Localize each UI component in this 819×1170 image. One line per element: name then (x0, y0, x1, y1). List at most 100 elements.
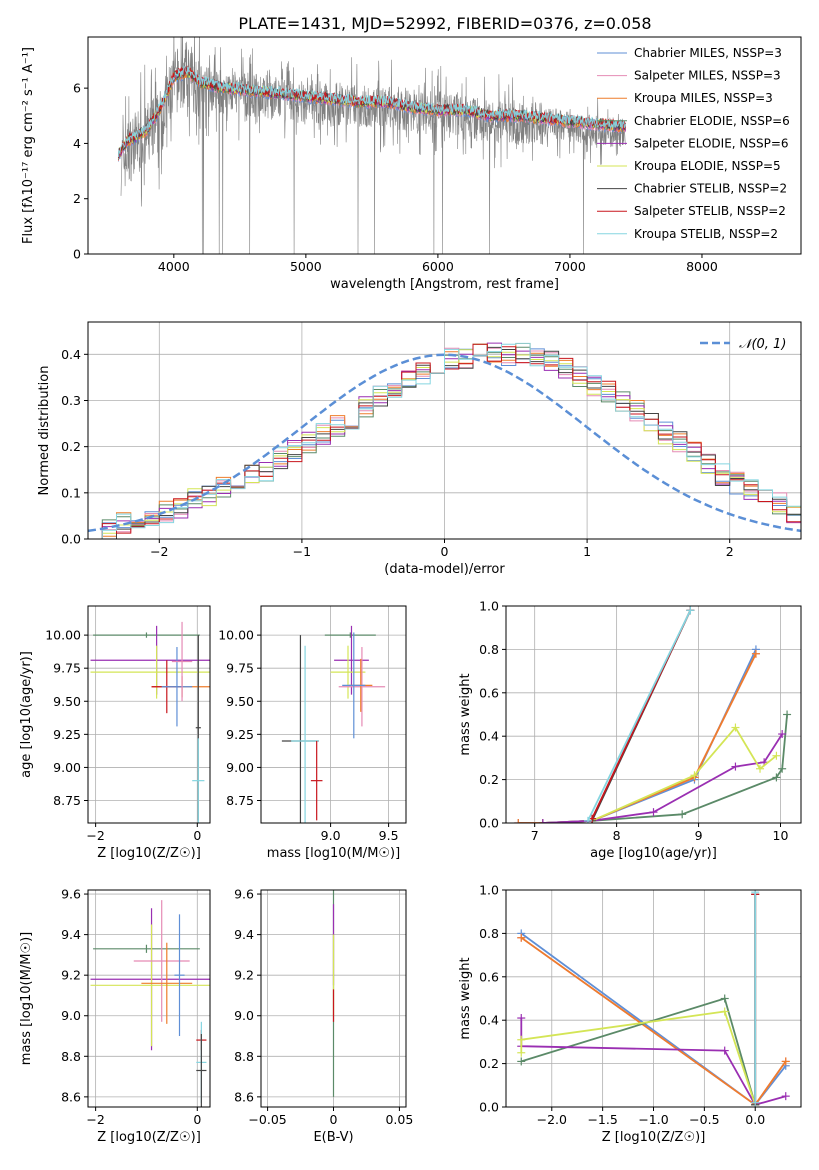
y-tick-label: 0.0 (61, 532, 81, 547)
y-tick-label: 10.00 (45, 628, 81, 643)
legend-entry: Chabrier ELODIE, NSSP=6 (634, 114, 790, 128)
plot-area-age-mass (281, 625, 386, 823)
axes-frame (87, 889, 211, 1108)
x-tick-label: 9.5 (379, 828, 399, 843)
legend-entry: 𝒩(0, 1) (739, 337, 786, 352)
axes-frame (87, 36, 802, 255)
x-tick-label: 6000 (422, 259, 454, 274)
plot-area-mass-Z (90, 900, 210, 1107)
y-tick-label: 0.0 (479, 1100, 499, 1115)
y-tick-label: 8.6 (234, 1089, 254, 1104)
panel-mass-ebv: −0.05 0 0.05 8.6 8.8 9.0 9.2 9.4 9.6 E(B-V) (234, 887, 413, 1145)
x-tick-label: −2 (86, 828, 104, 843)
y-tick-label: 1.0 (479, 883, 499, 898)
plot-area-spectrum (117, 37, 626, 254)
legend-entry: Salpeter ELODIE, NSSP=6 (634, 136, 789, 150)
normal-curve (88, 353, 801, 533)
panel-residuals: 𝒩(0, 1) −2 −1 0 1 2 0.0 0.1 0.2 0.3 0.4 (data-model… (37, 321, 802, 577)
y-tick-label: 9.75 (226, 661, 254, 676)
x-tick-label: 0 (193, 828, 201, 843)
x-tick-label: 0.05 (385, 1112, 413, 1127)
y-axis-label: mass weight (458, 673, 473, 755)
y-tick-label: 9.6 (234, 887, 254, 902)
x-tick-label: −0.05 (248, 1112, 286, 1127)
x-tick-label: 0 (330, 1112, 338, 1127)
legend-entry: Kroupa MILES, NSSP=3 (634, 91, 773, 105)
x-tick-label: 8 (613, 828, 621, 843)
y-tick-label: 6 (73, 81, 81, 96)
plot-area-massweight-Z (517, 890, 790, 1107)
figure-title: PLATE=1431, MJD=52992, FIBERID=0376, z=0… (238, 14, 651, 33)
series-line-kroupa-stelib (587, 609, 692, 822)
hist-chabrier-elodie (88, 343, 801, 539)
y-tick-label: 9.25 (226, 727, 254, 742)
y-tick-label: 0.8 (479, 642, 499, 657)
x-tick-label: −1.0 (638, 1112, 668, 1127)
y-tick-label: 0.4 (479, 729, 499, 744)
axes-frame (505, 605, 802, 824)
x-axis-label: mass [log10(M/M☉)] (267, 846, 400, 861)
x-tick-label: −1 (293, 544, 311, 559)
y-tick-label: 0.6 (479, 969, 499, 984)
legend-entry: Salpeter STELIB, NSSP=2 (634, 204, 786, 218)
y-tick-label: 2 (73, 191, 81, 206)
series-line-salpeter-miles (518, 653, 757, 823)
axes-frame (87, 605, 211, 824)
panel-mass-Z: −2 0 8.6 8.8 9.0 9.2 9.4 9.6 Z [log10(Z/Z☉)] mass… (19, 887, 211, 1145)
y-tick-label: 0 (73, 247, 81, 262)
panel-age-Z: −2 0 8.75 9.00 9.25 9.50 9.75 10.00 Z [log10(Z/Z… (19, 605, 211, 861)
legend-entry: Chabrier STELIB, NSSP=2 (634, 182, 787, 196)
x-tick-label: 8000 (686, 259, 718, 274)
y-tick-label: 0.3 (61, 393, 81, 408)
y-tick-label: 0.1 (61, 485, 81, 500)
y-tick-label: 0.2 (479, 772, 499, 787)
y-tick-label: 0.2 (479, 1056, 499, 1071)
y-axis-label: age [log10(age/yr)] (19, 651, 34, 778)
x-tick-label: 10 (773, 828, 789, 843)
y-axis-label: mass weight (458, 957, 473, 1039)
y-tick-label: 9.4 (61, 927, 81, 942)
y-tick-label: 9.00 (53, 760, 81, 775)
y-tick-label: 10.00 (218, 628, 254, 643)
hist-chabrier-miles (88, 348, 801, 539)
hist-kroupa-elodie (88, 343, 801, 539)
data-spectrum-line (120, 37, 626, 254)
y-tick-label: 8.6 (61, 1089, 81, 1104)
plot-area-age-Z (90, 621, 210, 823)
y-tick-label: 9.50 (226, 694, 254, 709)
x-tick-label: 1 (583, 544, 591, 559)
y-axis-label: Normed distribution (37, 366, 52, 496)
y-tick-label: 1.0 (479, 599, 499, 614)
legend-entry: Salpeter MILES, NSSP=3 (634, 69, 781, 83)
x-tick-label: 9.0 (321, 828, 341, 843)
axes-frame (260, 605, 407, 824)
panel-massweight-age: 7 8 9 10 0.0 0.2 0.4 0.6 0.8 1.0 age [log10(age/yr… (458, 599, 802, 861)
y-tick-label: 0.6 (479, 685, 499, 700)
y-axis-label: Flux [fλ10⁻¹⁷ erg cm⁻² s⁻¹ A⁻¹] (21, 47, 36, 244)
legend-entry: Chabrier MILES, NSSP=3 (634, 46, 782, 60)
y-tick-label: 0.4 (479, 1013, 499, 1028)
legend-entry: Kroupa ELODIE, NSSP=5 (634, 159, 781, 173)
y-tick-label: 4 (73, 136, 81, 151)
y-tick-label: 8.8 (61, 1049, 81, 1064)
y-tick-label: 0.8 (479, 926, 499, 941)
y-tick-label: 0.0 (479, 816, 499, 831)
y-tick-label: 8.8 (234, 1049, 254, 1064)
y-tick-label: 9.0 (234, 1008, 254, 1023)
x-tick-label: 0.0 (745, 1112, 765, 1127)
series-line-salpeter-elodie (542, 733, 783, 823)
legend-entry: Kroupa STELIB, NSSP=2 (634, 227, 778, 241)
hist-salpeter-stelib (88, 343, 801, 539)
y-tick-label: 9.4 (234, 927, 254, 942)
panel-age-mass: 9.0 9.5 8.75 9.00 9.25 9.50 9.75 10.00 mass [log… (218, 605, 407, 861)
x-axis-label: Z [log10(Z/Z☉)] (97, 846, 201, 861)
x-tick-label: −2 (150, 544, 168, 559)
x-axis-label: Z [log10(Z/Z☉)] (602, 1130, 706, 1145)
x-tick-label: 0 (193, 1112, 201, 1127)
panels: Chabrier MILES, NSSP=3 Salpeter MILES, NS… (19, 36, 802, 1145)
panel-spectrum: Chabrier MILES, NSSP=3 Salpeter MILES, NS… (21, 36, 802, 292)
y-tick-label: 0.2 (61, 439, 81, 454)
x-tick-label: 7 (531, 828, 539, 843)
y-tick-label: 9.00 (226, 760, 254, 775)
